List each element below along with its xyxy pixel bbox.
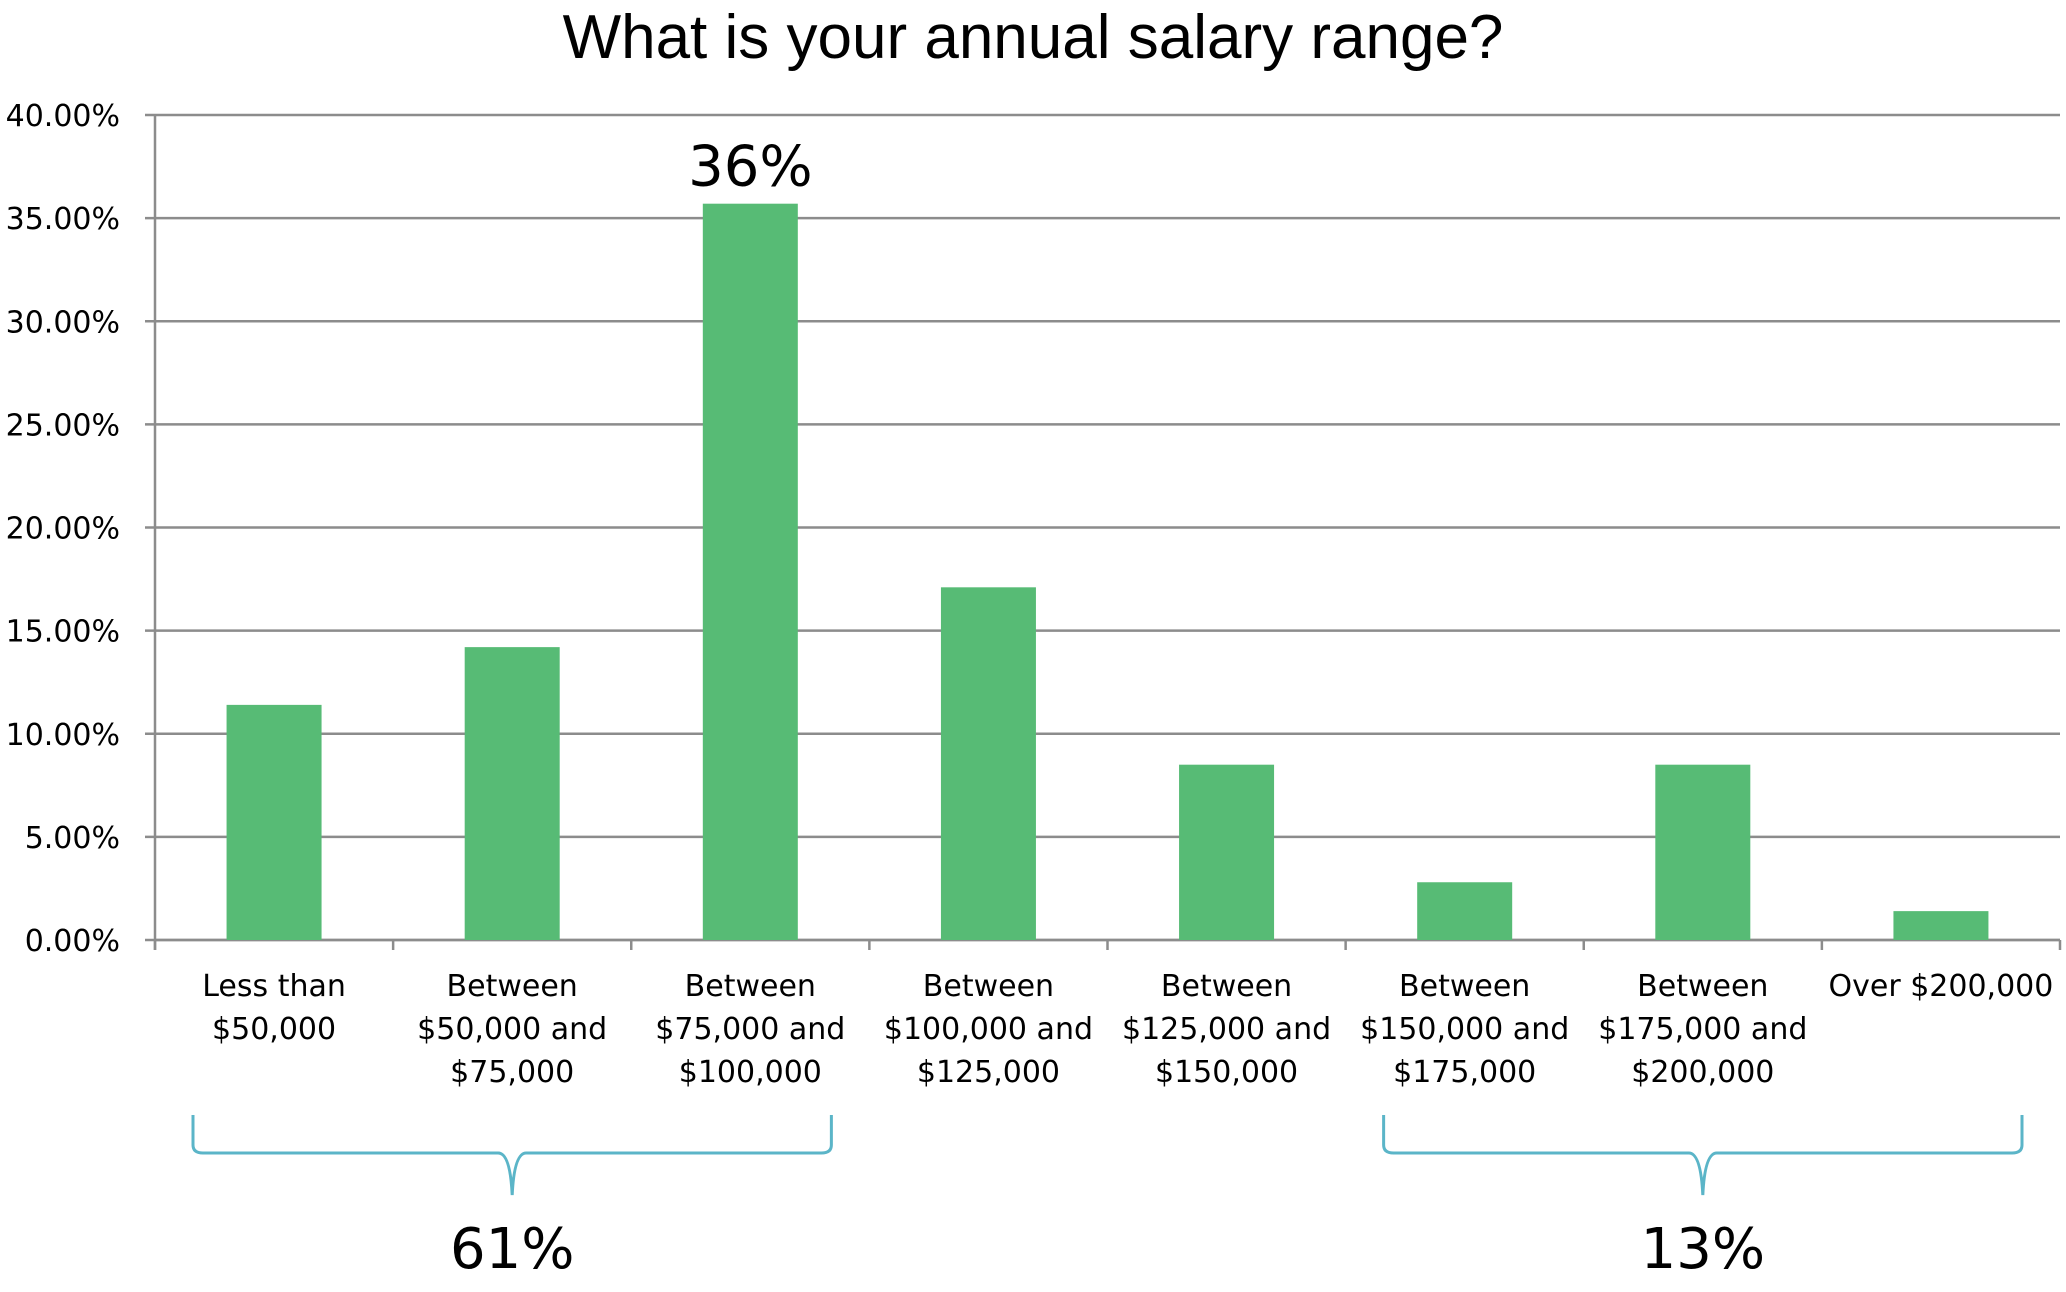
- chart-title: What is your annual salary range?: [562, 3, 1504, 72]
- bar: [940, 587, 1036, 940]
- y-tick-label: 30.00%: [6, 305, 120, 340]
- bar: [1179, 764, 1275, 940]
- x-tick-label: Between $100,000 and $125,000: [884, 969, 1093, 1090]
- group-annotation: 61%: [450, 1217, 574, 1282]
- bar: [226, 704, 322, 940]
- data-label: 36%: [688, 135, 812, 200]
- bar: [464, 647, 560, 940]
- y-tick-label: 15.00%: [6, 615, 120, 650]
- group-bracket: [1382, 1115, 2024, 1196]
- group-bracket: [191, 1115, 833, 1196]
- x-tick-label: Between $125,000 and $150,000: [1122, 969, 1331, 1090]
- y-tick-label: 35.00%: [6, 202, 120, 237]
- y-tick-label: 20.00%: [6, 512, 120, 547]
- x-tick-label: Between $175,000 and $200,000: [1598, 969, 1807, 1090]
- y-tick-label: 10.00%: [6, 718, 120, 753]
- x-tick-label: Between $150,000 and $175,000: [1360, 969, 1569, 1090]
- bar: [702, 203, 798, 940]
- x-tick-label: Over $200,000: [1829, 969, 2054, 1004]
- bar: [1655, 764, 1751, 940]
- y-tick-label: 25.00%: [6, 408, 120, 443]
- x-tick-label: Between $50,000 and $75,000: [417, 969, 607, 1090]
- bar: [1893, 911, 1989, 940]
- y-tick-label: 5.00%: [25, 821, 120, 856]
- group-annotation: 13%: [1641, 1217, 1765, 1282]
- y-tick-label: 40.00%: [6, 99, 120, 134]
- x-tick-label: Between $75,000 and $100,000: [655, 969, 845, 1090]
- bar: [1417, 882, 1513, 940]
- y-tick-label: 0.00%: [25, 924, 120, 959]
- x-tick-label: Less than $50,000: [202, 969, 346, 1047]
